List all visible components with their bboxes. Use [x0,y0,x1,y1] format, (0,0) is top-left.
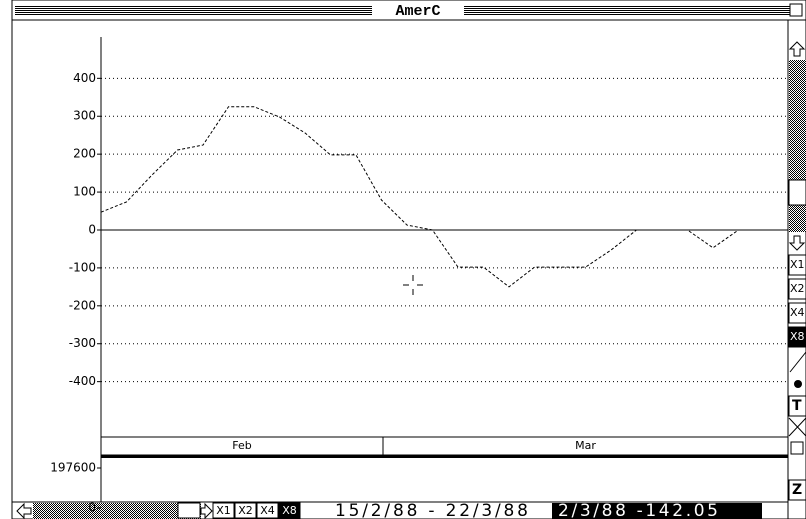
v-scroll-thumb[interactable] [788,179,806,206]
month-band [100,436,789,456]
month-label: Mar [575,439,596,452]
zoom-button[interactable] [278,502,301,519]
readout-box [552,503,762,519]
toolbar-zoom-button[interactable] [788,278,806,300]
tool-label: T [792,398,802,414]
y-tick-label: 200 [73,147,96,161]
box-tool[interactable] [790,441,804,455]
cross-tool[interactable] [788,417,806,437]
month-label: Feb [232,439,251,452]
y-tick-label: 400 [73,71,96,85]
h-scroll-track [33,503,201,519]
y-tick-label: 100 [73,185,96,199]
tool-button[interactable] [788,479,806,501]
pane-divider [101,455,788,458]
v-scroll-track [789,60,806,232]
zoom-button-label: X1 [216,504,231,517]
date-range: 15/2/88 - 22/3/88 [335,501,528,519]
zoom-button-label: X2 [238,504,253,517]
y-tick-label: -100 [69,260,96,274]
h-scroll-thumb[interactable] [177,502,201,519]
title-backdrop [372,2,464,19]
scroll-down[interactable] [788,235,806,251]
dot-tool[interactable] [794,380,802,388]
toolbar-zoom-label: X1 [790,258,805,271]
zoom-button-label: X8 [282,504,297,517]
y-tick-label: -200 [69,298,96,312]
y-tick-label: 0 [88,222,96,236]
zoom-button[interactable] [212,502,235,519]
toolbar-zoom-label: X2 [790,282,805,295]
toolbar-zoom-button[interactable] [788,254,806,276]
toolbar-zoom-button[interactable] [788,302,806,324]
line-tool[interactable] [789,351,806,373]
zoom-button[interactable] [256,502,279,519]
y-tick-label: -300 [69,336,96,350]
tool-label: Z [792,482,802,498]
volume-tick-label: 0 [88,501,96,515]
zoom-button-label: X4 [260,504,275,517]
toolbar-zoom-label: X8 [790,330,805,343]
volume-tick-label: 197600 [50,461,96,475]
zoom-box[interactable] [789,3,803,17]
readout: 2/3/88 -142.05 [558,501,718,519]
scroll-up[interactable] [788,41,806,57]
window-title: AmerC [395,3,440,20]
scroll-right[interactable] [200,502,213,519]
toolbar-zoom-label: X4 [790,306,805,319]
crosshair-cursor [403,275,423,295]
zoom-button[interactable] [234,502,257,519]
tool-button[interactable] [788,395,806,417]
window-frame [11,0,806,519]
y-tick-label: -400 [69,374,96,388]
y-tick-label: 300 [73,109,96,123]
price-line [100,106,739,288]
scroll-left[interactable] [16,502,32,519]
toolbar-zoom-button[interactable] [788,326,806,348]
